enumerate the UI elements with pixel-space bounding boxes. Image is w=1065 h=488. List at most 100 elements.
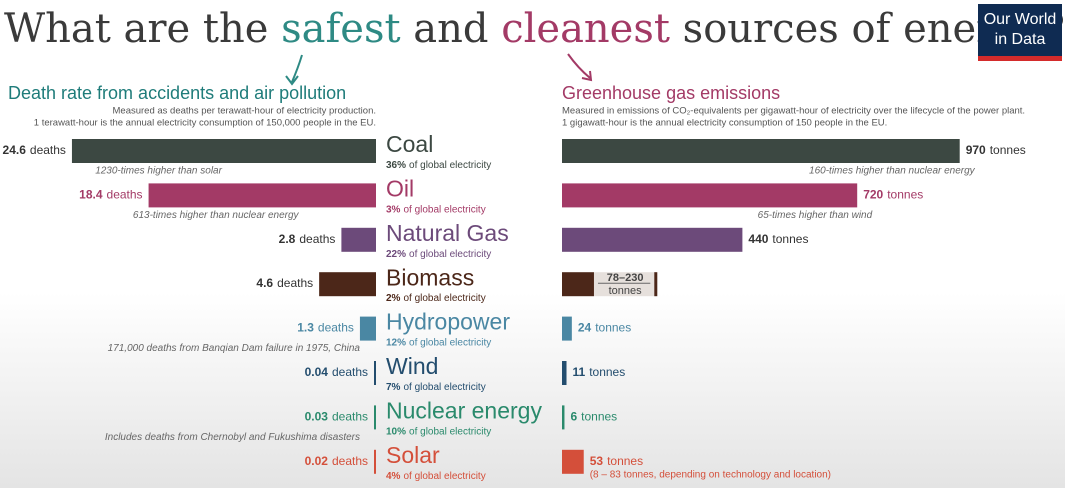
value-label: 0.04 deaths bbox=[305, 365, 368, 379]
bar bbox=[562, 449, 584, 474]
note: 613-times higher than nuclear energy bbox=[133, 210, 300, 221]
bar bbox=[71, 139, 376, 163]
value-number: 2.8 bbox=[279, 232, 296, 246]
bar bbox=[374, 449, 376, 474]
title-part: cleanest bbox=[501, 6, 670, 52]
value-unit: deaths bbox=[332, 454, 368, 468]
logo-box bbox=[978, 4, 1062, 56]
range-unit: tonnes bbox=[609, 285, 643, 297]
arrow bbox=[567, 53, 593, 82]
note: 1230-times higher than solar bbox=[95, 166, 222, 177]
note: 160-times higher than nuclear energy bbox=[809, 166, 976, 177]
value-number: 0.02 bbox=[305, 454, 329, 468]
value-label: 24.6 deaths bbox=[3, 143, 66, 157]
share-suffix: of global electricity bbox=[409, 337, 491, 348]
share-suffix: of global electricity bbox=[403, 293, 485, 304]
bar bbox=[562, 361, 567, 385]
value-number: 53 bbox=[590, 454, 604, 468]
share-label: 10% of global electricity bbox=[386, 426, 491, 437]
value-label: 0.02 deaths bbox=[305, 454, 368, 468]
share-label: 12% of global electricity bbox=[386, 337, 491, 348]
range-label: 78–230 bbox=[607, 272, 644, 284]
share-suffix: of global electricity bbox=[409, 426, 491, 437]
share-label: 3% of global electricity bbox=[386, 204, 486, 215]
note: 65-times higher than wind bbox=[758, 210, 873, 221]
share-value: 22% bbox=[386, 248, 406, 259]
share-value: 12% bbox=[386, 337, 406, 348]
value-number: 0.03 bbox=[305, 410, 329, 424]
bar bbox=[374, 361, 376, 385]
value-number: 1.3 bbox=[297, 321, 314, 335]
bar bbox=[374, 405, 376, 430]
value-label: 4.6 deaths bbox=[256, 276, 313, 290]
panel-subtitle: Measured in emissions of CO₂-equivalents… bbox=[562, 106, 1025, 117]
value-unit: tonnes bbox=[990, 143, 1026, 157]
value-label: 11 tonnes bbox=[573, 365, 626, 379]
title-part: What are the bbox=[4, 6, 281, 52]
main-title: What are the safest and cleanest sources… bbox=[4, 6, 1065, 52]
source-name: Oil bbox=[386, 175, 414, 201]
value-number: 440 bbox=[748, 232, 768, 246]
share-label: 36% of global electricity bbox=[386, 160, 491, 171]
note: (8 – 83 tonnes, depending on technology … bbox=[590, 469, 831, 480]
value-number: 0.04 bbox=[305, 365, 329, 379]
value-number: 18.4 bbox=[79, 188, 103, 202]
value-unit: deaths bbox=[332, 365, 368, 379]
share-suffix: of global electricity bbox=[409, 248, 491, 259]
title-part: and bbox=[401, 6, 502, 52]
share-value: 3% bbox=[386, 204, 401, 215]
bar bbox=[562, 227, 743, 252]
share-label: 22% of global electricity bbox=[386, 248, 491, 259]
logo-text: in Data bbox=[995, 31, 1046, 48]
bar bbox=[562, 139, 960, 163]
panel-title: Greenhouse gas emissions bbox=[562, 83, 780, 103]
value-label: 0.03 deaths bbox=[305, 410, 368, 424]
value-unit: deaths bbox=[30, 143, 66, 157]
bar bbox=[562, 183, 858, 208]
title-part: safest bbox=[281, 6, 400, 52]
share-suffix: of global electricity bbox=[403, 382, 485, 393]
range-base bbox=[562, 272, 594, 297]
value-unit: tonnes bbox=[595, 321, 631, 335]
panel-title: Death rate from accidents and air pollut… bbox=[8, 83, 346, 103]
share-value: 10% bbox=[386, 426, 406, 437]
value-unit: deaths bbox=[299, 232, 335, 246]
share-label: 4% of global electricity bbox=[386, 470, 486, 481]
value-number: 6 bbox=[570, 410, 577, 424]
source-name: Nuclear energy bbox=[386, 397, 542, 423]
value-unit: tonnes bbox=[607, 454, 643, 468]
panel-subtitle: Measured as deaths per terawatt-hour of … bbox=[113, 106, 377, 117]
source-name: Natural Gas bbox=[386, 220, 509, 246]
value-unit: tonnes bbox=[589, 365, 625, 379]
note: 171,000 deaths from Banqian Dam failure … bbox=[108, 343, 361, 354]
value-label: 720 tonnes bbox=[863, 188, 923, 202]
value-label: 970 tonnes bbox=[966, 143, 1026, 157]
value-unit: deaths bbox=[277, 276, 313, 290]
value-unit: deaths bbox=[332, 410, 368, 424]
logo: Our World in Data bbox=[978, 4, 1062, 61]
value-number: 24 bbox=[578, 321, 592, 335]
share-suffix: of global electricity bbox=[403, 204, 485, 215]
source-name: Wind bbox=[386, 353, 438, 379]
range-end bbox=[654, 272, 658, 297]
share-suffix: of global electricity bbox=[409, 160, 491, 171]
panel-subtitle: 1 gigawatt-hour is the annual electricit… bbox=[562, 118, 887, 129]
source-name: Hydropower bbox=[386, 309, 510, 335]
share-value: 7% bbox=[386, 382, 401, 393]
bar bbox=[359, 316, 376, 341]
value-unit: deaths bbox=[318, 321, 354, 335]
value-label: 18.4 deaths bbox=[79, 188, 142, 202]
bar bbox=[562, 316, 572, 341]
value-label: 24 tonnes bbox=[578, 321, 631, 335]
value-label: 1.3 deaths bbox=[297, 321, 354, 335]
note: Includes deaths from Chernobyl and Fukus… bbox=[105, 432, 360, 443]
share-suffix: of global electricity bbox=[403, 470, 485, 481]
value-unit: tonnes bbox=[581, 410, 617, 424]
logo-stripe bbox=[978, 56, 1062, 61]
value-unit: deaths bbox=[107, 188, 143, 202]
share-value: 36% bbox=[386, 160, 406, 171]
value-number: 970 bbox=[966, 143, 986, 157]
bar bbox=[341, 227, 376, 252]
